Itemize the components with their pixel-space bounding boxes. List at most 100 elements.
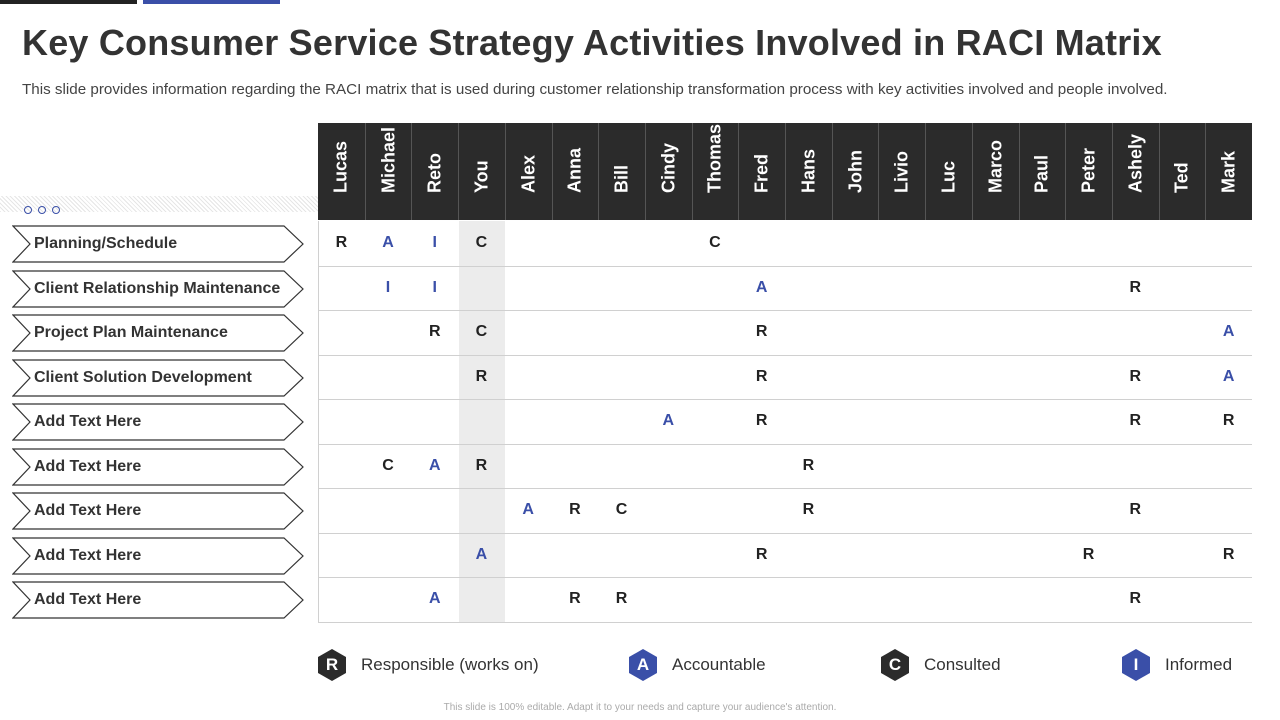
chevron-arrow-shape [12,314,304,352]
activity-label: Project Plan Maintenance [34,324,228,342]
raci-cell: R [755,323,768,341]
column-header-cindy: Cindy [644,123,692,220]
legend-text: Accountable [672,655,766,674]
circle-icon [24,206,32,214]
page-title: Key Consumer Service Strategy Activities… [22,22,1162,63]
column-header-livio: Livio [878,123,925,220]
raci-cell: A [1222,323,1235,341]
raci-cell: R [755,412,768,430]
column-header-mark: Mark [1205,123,1252,220]
raci-cell: C [475,234,488,251]
row-divider [318,265,1252,267]
raci-cell: I [385,278,391,296]
column-header-michael: Michael [364,123,412,220]
column-header-label: You [471,160,492,193]
column-header-bill: Bill [598,123,645,220]
raci-cell: R [802,456,815,474]
highlighted-column-you [459,221,505,622]
raci-cell: A [428,456,441,474]
decorative-dots [24,201,66,219]
chevron-arrow-shape [12,269,304,308]
hexagon-r-icon [318,649,346,681]
activity-label: Add Text Here [34,413,142,431]
row-divider [318,354,1252,356]
row-divider [318,443,1252,445]
column-header-label: Ted [1171,162,1192,193]
activity-row-1: Client Relationship Maintenance [12,269,304,308]
column-header-ashely: Ashely [1111,123,1159,220]
column-header-label: Peter [1078,147,1099,193]
legend-letter: I [1133,655,1139,674]
chevron-arrow-shape [12,581,304,619]
activity-row-3: Client Solution Development [12,359,304,397]
row-divider [318,621,1252,623]
column-header-label: Reto [424,153,445,193]
people-header: Lucas Michael Reto You Alex Anna Bill Cindy Thom… [318,123,1252,220]
raci-cell: R [475,456,488,474]
column-header-peter: Peter [1065,123,1112,220]
chevron-arrow-shape [12,492,304,530]
activity-row-2: Project Plan Maintenance [12,314,304,352]
row-divider [318,488,1252,490]
activity-row-4: Add Text Here [12,403,304,441]
circle-icon [52,206,60,214]
column-header-label: Luc [938,160,959,193]
column-header-label: Hans [798,148,819,193]
column-header-you: You [458,123,505,220]
column-header-label: Paul [1031,154,1052,193]
legend-text: Informed [1165,655,1233,674]
raci-cell: A [1222,367,1235,385]
raci-cell: R [755,367,768,385]
legend-letter: A [636,655,650,674]
raci-cell: R [802,501,815,519]
chevron-arrow-shape [12,403,304,441]
raci-cell: R [755,545,768,563]
raci-cell: R [1222,412,1235,430]
grid-left-border [318,221,319,622]
raci-cell: R [569,501,581,519]
column-header-label: Anna [564,148,585,193]
column-header-label: Lucas [330,140,351,193]
chevron-arrow-shape [12,359,304,397]
activity-label: Add Text Here [34,591,142,609]
raci-cell: R [1129,367,1142,385]
raci-cell: A [475,545,488,563]
row-divider [318,399,1252,401]
raci-cell: C [709,234,721,251]
column-header-label: Thomas [704,123,725,193]
column-header-hans: Hans [785,123,832,220]
raci-cell: I [432,234,437,251]
raci-cell: C [615,501,628,519]
raci-cell: A [382,234,394,251]
raci-cell: A [428,590,441,608]
legend-letter: C [888,655,902,674]
raci-cell: R [1129,590,1142,608]
activity-label: Add Text Here [34,502,142,520]
activity-label: Client Relationship Maintenance [34,279,281,297]
activity-row-5: Add Text Here [12,448,304,486]
column-header-label: Michael [378,126,399,193]
raci-cell: R [569,590,581,608]
row-divider [318,577,1252,579]
row-divider [318,532,1252,534]
activity-row-6: Add Text Here [12,492,304,530]
legend-text: Responsible (works on) [361,655,539,674]
circle-icon [38,206,46,214]
raci-cell: A [755,278,768,296]
column-header-label: Bill [611,164,632,193]
activity-label: Add Text Here [34,546,142,564]
raci-cell: R [1222,545,1235,563]
column-header-lucas: Lucas [318,123,365,220]
chevron-arrow-shape [12,225,304,263]
activity-label: Client Solution Development [34,368,252,386]
hexagon-i-icon [1122,649,1150,681]
raci-cell: A [522,501,534,519]
column-header-marco: Marco [971,123,1019,220]
raci-cell: C [382,456,394,474]
legend-letter: R [325,655,339,674]
raci-cell: R [1129,278,1142,296]
column-header-alex: Alex [504,123,552,220]
activity-row-8: Add Text Here [12,581,304,619]
raci-cell: R [1129,501,1142,519]
chevron-arrow-shape [12,537,304,575]
